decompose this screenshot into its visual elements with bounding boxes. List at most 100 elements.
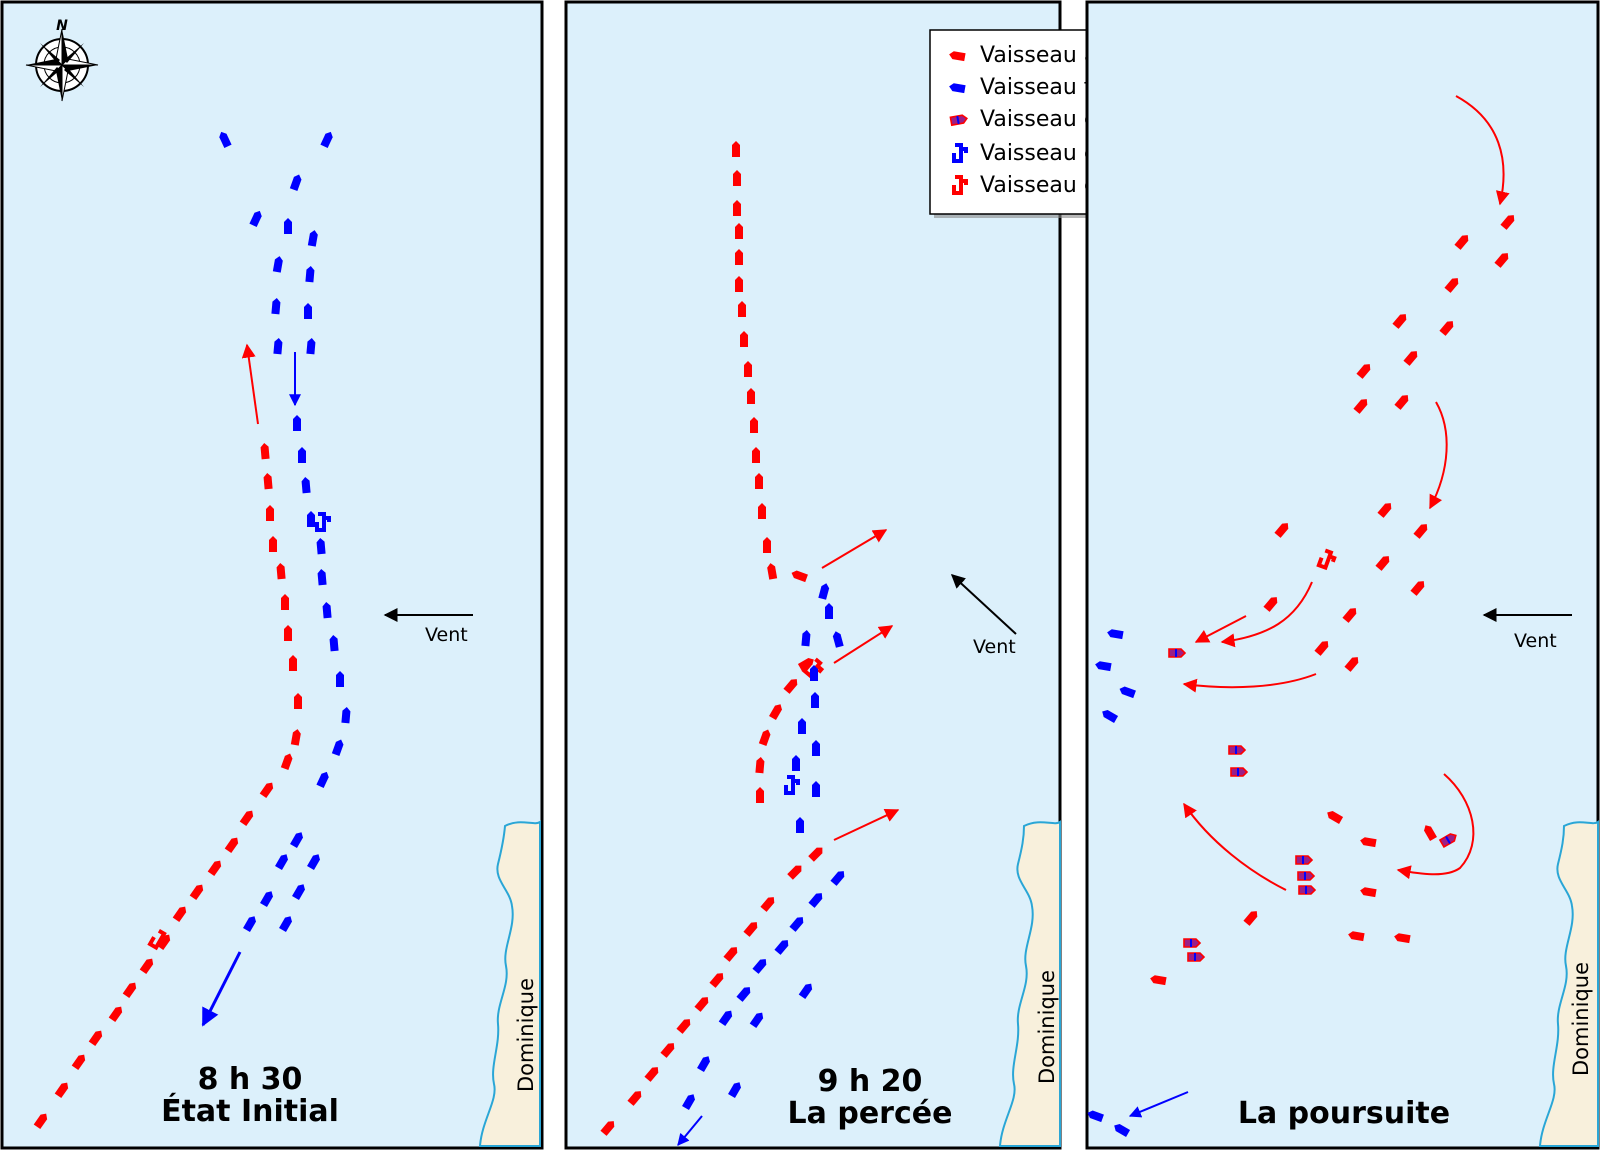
french-ship-icon [307,511,315,527]
french-ship-icon [812,740,820,756]
french-ship-icon [682,1094,695,1111]
dominica-island [478,820,541,1147]
english-ship-icon [763,537,771,553]
english-ship-icon [808,847,823,862]
rodney-flagship-icon [1316,548,1337,571]
french-ship-icon [774,940,789,955]
english-ship-icon [743,922,758,937]
english-ship-icon [949,51,966,62]
english-ship-icon [289,655,297,671]
french-ship-icon [275,854,288,871]
panel-time: 9 h 20 [818,1064,923,1099]
english-ship-icon [1314,641,1329,656]
english-ship-icon [224,837,239,854]
english-ship-icon [108,1006,123,1023]
english-ship-icon [1494,253,1509,268]
panel-3: Dominique Vent La poursuite [1085,0,1600,1150]
french-move-arrow [201,951,242,1027]
french-ship-icon [260,891,273,908]
french-ship-icon [1087,1110,1104,1123]
french-ship-icon [279,916,292,933]
english-ship-icon [1444,278,1459,293]
rodney-flagship-icon [147,928,170,951]
french-ship-icon [752,959,767,974]
english-ship-icon [266,505,274,521]
french-ship-icon [818,583,830,600]
english-ship-icon [1360,887,1377,898]
french-ship-icon [304,303,312,319]
french-ship-icon [298,447,306,463]
english-ship-icon [71,1054,86,1071]
french-ship-icon [307,230,318,247]
english-fleet [33,443,302,1130]
panel-phase-title: La percée [788,1096,953,1131]
rodney-flagship-icon [952,175,968,195]
english-ship-icon [259,782,274,799]
captured-ship-icon [1230,767,1249,777]
english-ship-icon [1377,503,1392,518]
english-move-arrow [1182,673,1317,693]
french-ship-icon [317,569,327,586]
english-ship-icon [1353,399,1368,414]
french-ship-icon [825,603,833,619]
french-ship-icon [305,266,315,283]
english-ship-icon [88,1030,103,1047]
french-ship-icon [336,671,344,687]
english-ship-icon [1375,556,1390,571]
english-ship-icon [732,141,740,157]
panel-phase-title: La poursuite [1238,1096,1450,1131]
english-fleet [1150,215,1515,986]
french-ship-icon [271,298,281,315]
french-ship-icon [331,739,344,756]
french-fleet [219,131,351,933]
english-ship-icon [744,361,752,377]
english-ship-icon [239,810,254,827]
english-ship-icon [756,787,764,803]
french-ship-icon [329,635,339,652]
island-label: Dominique [514,978,538,1092]
captured-ship-icon [1168,648,1187,658]
panel-phase-title: État Initial [161,1093,339,1129]
captured-ship-icon [1298,885,1317,895]
english-ship-icon [1403,351,1418,366]
french-ship-icon [243,916,256,933]
french-ship-icon [293,415,301,431]
french-ship-icon [316,771,329,789]
french-ship-icon [292,884,305,901]
english-ship-icon [1263,597,1278,612]
french-ship-icon [320,131,333,149]
de-grasse-flagship-icon [952,143,968,163]
french-ship-icon [316,538,326,555]
french-ship-icon [798,718,806,734]
de-grasse-flagship-icon [315,512,331,532]
dominica-island [998,820,1061,1147]
french-ship-icon [284,218,292,234]
panel-time: 8 h 30 [198,1062,303,1097]
english-ship-icon [676,1019,691,1034]
english-ship-icon [1243,911,1258,926]
english-ship-icon [280,753,293,770]
panel-1: Dominique N Vent 8 h 30 É [0,0,544,1150]
english-ship-icon [1150,975,1167,986]
french-ship-icon [306,338,316,355]
sea-area [0,0,544,1150]
english-ship-icon [735,223,743,239]
english-ship-icon [139,958,154,975]
captured-ships [1168,648,1457,962]
english-ship-icon [1348,931,1365,942]
french-ship-icon [796,817,804,833]
french-ship-icon [811,692,819,708]
english-move-arrow [1183,802,1287,891]
english-ship-icon [787,865,802,880]
english-ship-icon [660,1043,675,1058]
english-move-arrow [1194,615,1247,643]
captured-ship-icon [1183,938,1202,948]
english-ship-icon [281,594,289,610]
english-ship-icon [791,570,808,583]
french-ship-icon [697,1056,710,1073]
french-ship-icon [798,983,813,1000]
english-ship-icon [758,729,771,746]
english-ship-icon [269,536,277,552]
english-ship-icon [1424,825,1437,842]
